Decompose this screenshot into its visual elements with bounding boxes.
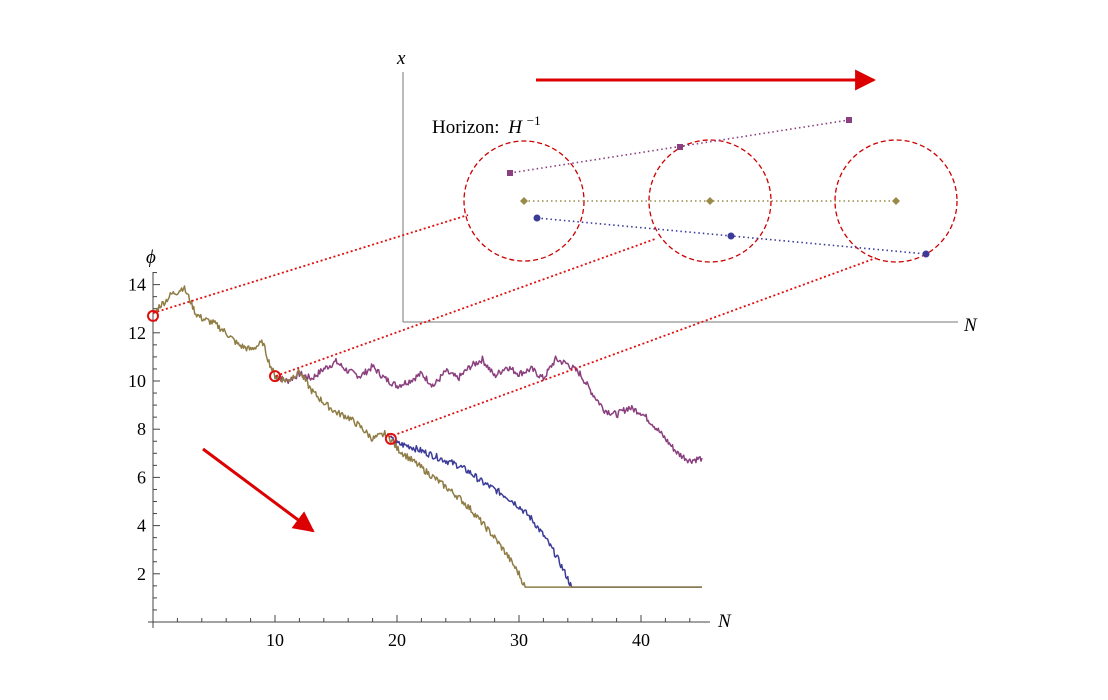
blue-point <box>922 250 930 258</box>
olive-point <box>892 197 900 205</box>
phi-axis-label: ϕ <box>146 247 156 268</box>
main-plot: 10 20 30 40 2 4 6 8 10 12 14 ϕ N <box>128 247 732 650</box>
slope-arrow <box>202 447 315 533</box>
horizon-circle-3 <box>834 139 958 263</box>
purple-point <box>846 117 852 123</box>
blue-point <box>727 232 735 240</box>
branch-point-marker <box>269 370 281 383</box>
y-tick-label: 4 <box>137 516 146 536</box>
olive-point <box>520 197 528 205</box>
y-tick-label: 10 <box>128 371 146 391</box>
blue-point <box>533 214 541 222</box>
inset-diagram: x N Horizon: H −1 <box>396 48 978 336</box>
olive-point <box>706 197 714 205</box>
x-axis-label: x <box>396 48 406 69</box>
horizon-text: Horizon: <box>432 117 500 138</box>
purple-point <box>677 144 683 150</box>
connector-1 <box>152 214 469 314</box>
series-line-0 <box>152 285 702 588</box>
horizon-circle-2 <box>648 139 772 263</box>
horizon-label: Horizon: H −1 <box>432 113 541 138</box>
main-series <box>152 285 703 588</box>
horizon-exponent: −1 <box>527 113 541 128</box>
main-x-axis-label: N <box>717 611 732 632</box>
purple-point <box>507 170 513 176</box>
branch-point-marker <box>147 309 159 322</box>
y-tick-label: 2 <box>137 564 146 584</box>
horizon-symbol: H <box>507 117 523 138</box>
connectors <box>152 214 877 438</box>
series-line-2 <box>390 435 702 588</box>
inset-n-label: N <box>963 315 978 336</box>
main-ticks: 10 20 30 40 2 4 6 8 10 12 14 <box>128 272 691 650</box>
series-line-1 <box>275 355 703 465</box>
connector-3 <box>388 257 877 438</box>
connector-2 <box>275 238 656 377</box>
x-tick-label: 40 <box>632 630 650 650</box>
x-tick-label: 10 <box>266 630 284 650</box>
x-tick-label: 30 <box>510 630 528 650</box>
y-tick-label: 14 <box>128 275 146 295</box>
y-tick-label: 12 <box>128 323 146 343</box>
branch-point-marker <box>384 432 397 445</box>
y-tick-label: 6 <box>137 467 146 487</box>
x-tick-label: 20 <box>388 630 406 650</box>
branch-markers <box>147 309 397 445</box>
y-tick-label: 8 <box>137 419 146 439</box>
